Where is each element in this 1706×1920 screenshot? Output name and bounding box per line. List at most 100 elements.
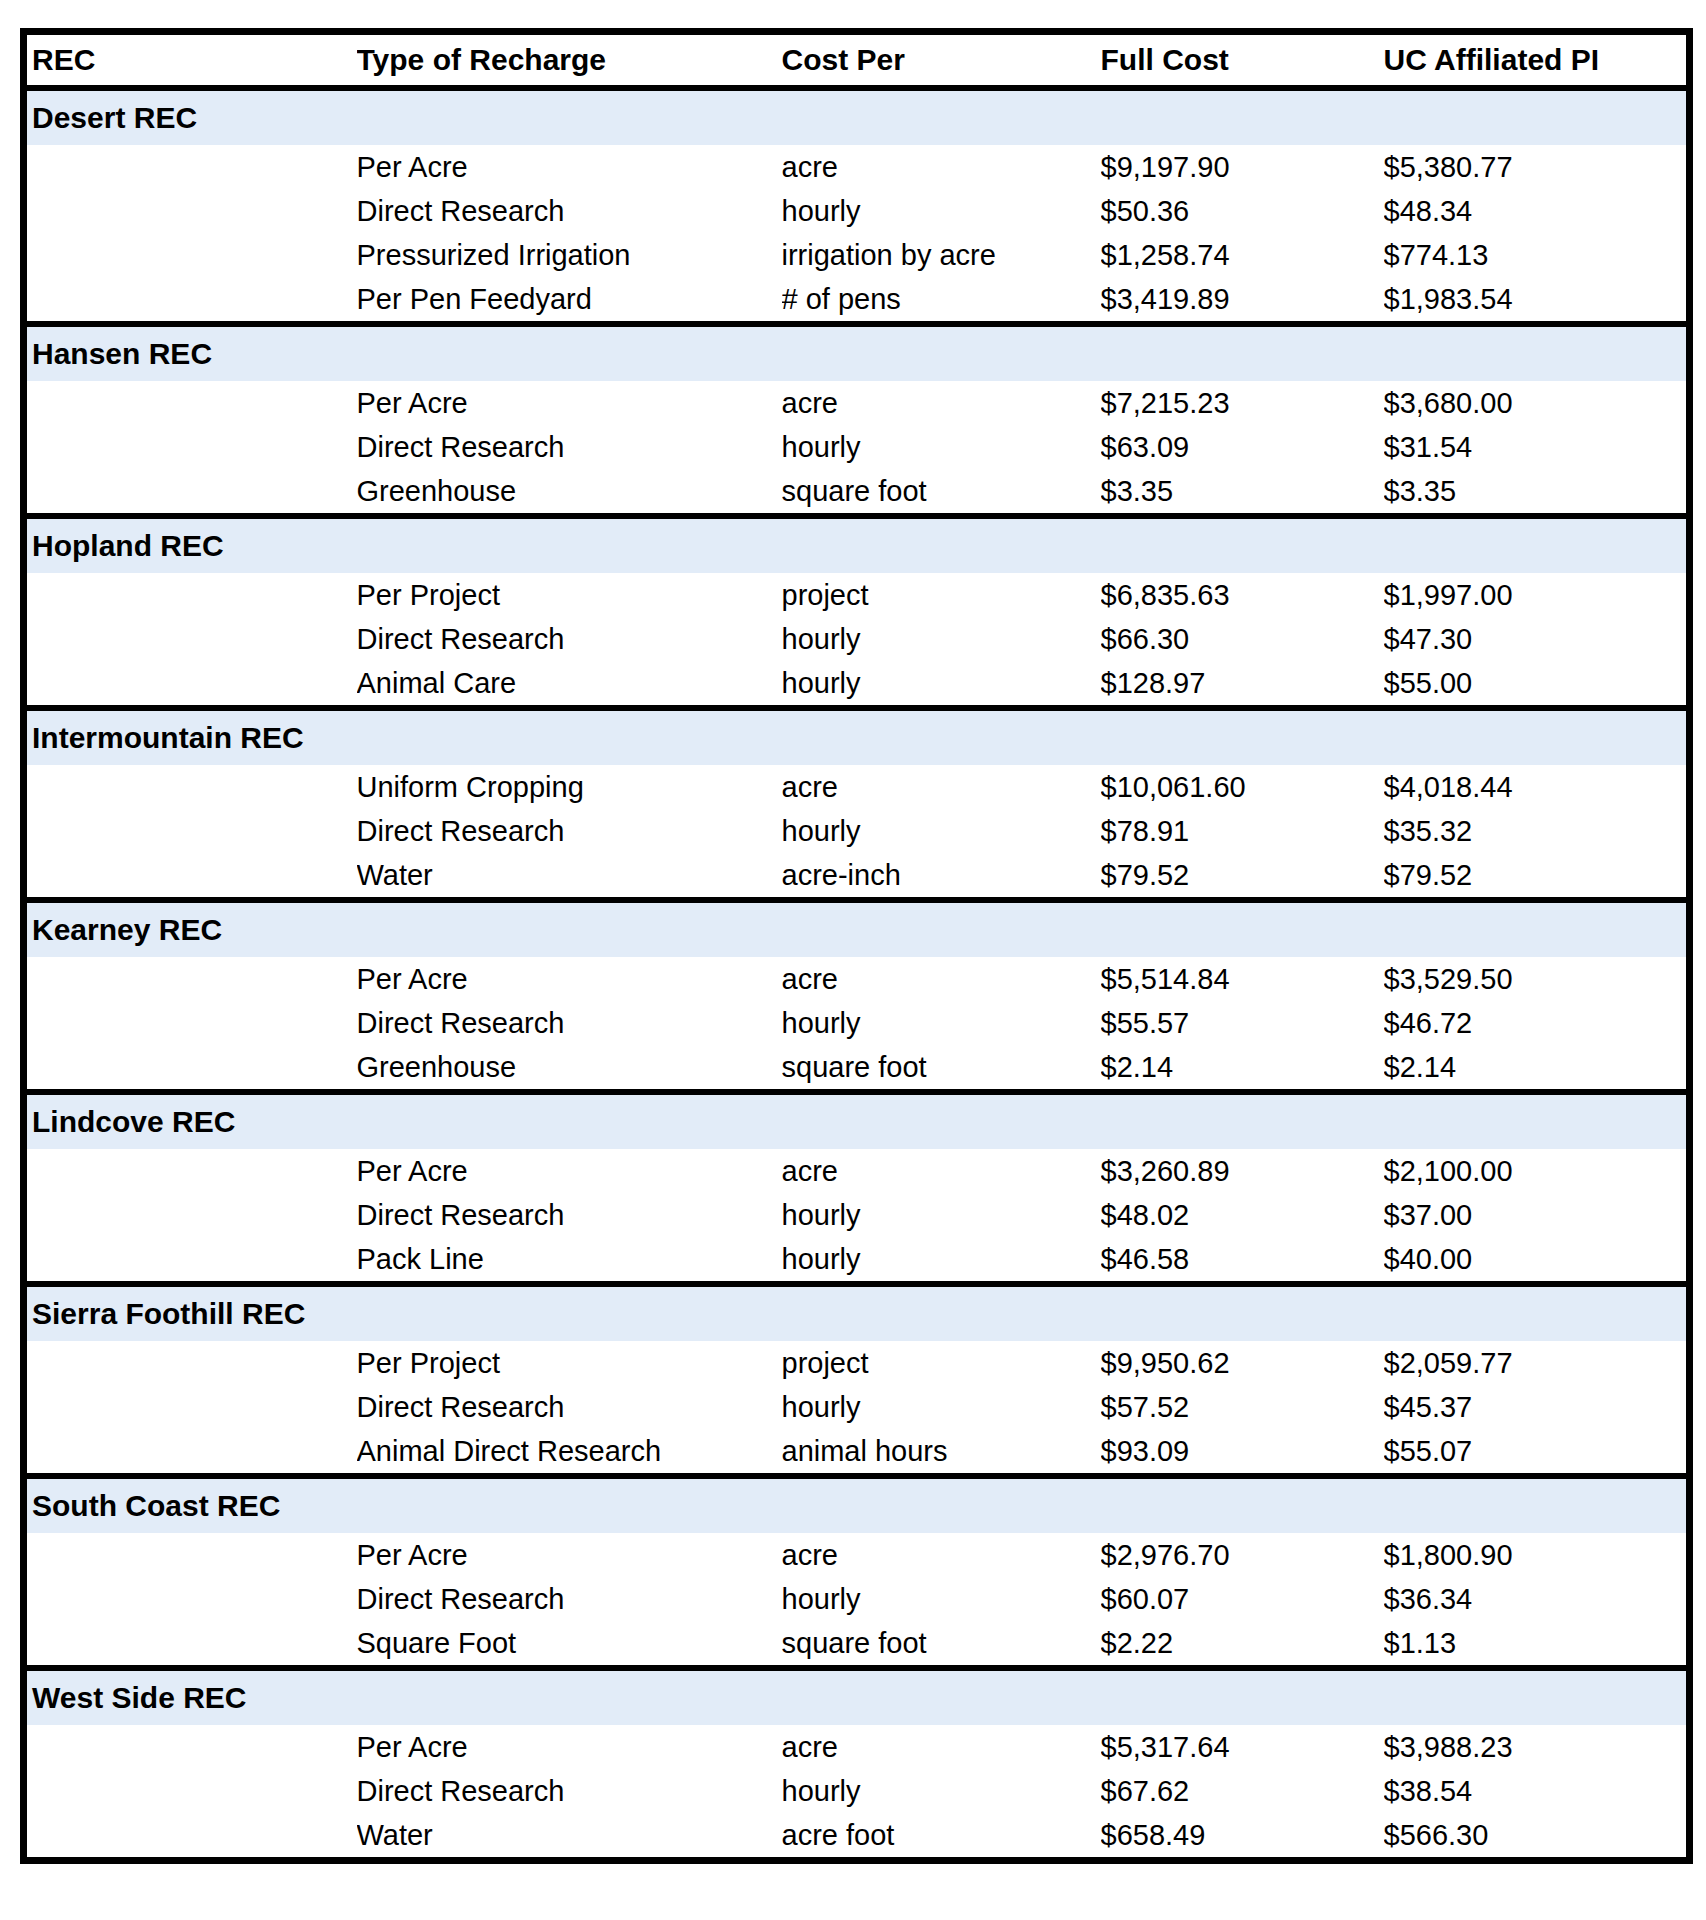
full-cost-cell: $79.52	[1101, 853, 1384, 900]
full-cost-cell: $55.57	[1101, 1001, 1384, 1045]
uc-affiliated-pi-cell: $37.00	[1384, 1193, 1690, 1237]
rate-row: Animal Carehourly$128.97$55.00	[24, 661, 1690, 708]
cost-per-cell: acre	[782, 381, 1101, 425]
rate-row: Pressurized Irrigationirrigation by acre…	[24, 233, 1690, 277]
full-cost-cell: $48.02	[1101, 1193, 1384, 1237]
rec-spacer-cell	[24, 1577, 357, 1621]
uc-affiliated-pi-cell: $40.00	[1384, 1237, 1690, 1284]
rec-spacer-cell	[24, 1193, 357, 1237]
full-cost-cell: $3,260.89	[1101, 1149, 1384, 1193]
type-of-recharge-cell: Animal Direct Research	[357, 1429, 782, 1476]
type-of-recharge-cell: Direct Research	[357, 617, 782, 661]
rec-spacer-cell	[24, 765, 357, 809]
uc-affiliated-pi-cell: $1,997.00	[1384, 573, 1690, 617]
rec-spacer-cell	[24, 1385, 357, 1429]
type-of-recharge-cell: Direct Research	[357, 1001, 782, 1045]
rate-row: Wateracre-inch$79.52$79.52	[24, 853, 1690, 900]
section-name: Desert REC	[24, 88, 1690, 145]
rec-spacer-cell	[24, 573, 357, 617]
rec-spacer-cell	[24, 381, 357, 425]
full-cost-cell: $60.07	[1101, 1577, 1384, 1621]
cost-per-cell: hourly	[782, 1577, 1101, 1621]
section-name: Hansen REC	[24, 324, 1690, 381]
cost-per-cell: hourly	[782, 1237, 1101, 1284]
rate-row: Direct Researchhourly$60.07$36.34	[24, 1577, 1690, 1621]
section-header-row: South Coast REC	[24, 1476, 1690, 1533]
type-of-recharge-cell: Direct Research	[357, 1769, 782, 1813]
type-of-recharge-cell: Direct Research	[357, 809, 782, 853]
type-of-recharge-cell: Water	[357, 853, 782, 900]
rec-spacer-cell	[24, 957, 357, 1001]
uc-affiliated-pi-cell: $3,529.50	[1384, 957, 1690, 1001]
rec-spacer-cell	[24, 1813, 357, 1861]
section-name: West Side REC	[24, 1668, 1690, 1725]
cost-per-cell: hourly	[782, 1769, 1101, 1813]
type-of-recharge-cell: Greenhouse	[357, 469, 782, 516]
uc-affiliated-pi-cell: $1,800.90	[1384, 1533, 1690, 1577]
type-of-recharge-cell: Per Acre	[357, 1533, 782, 1577]
section-header-row: Hansen REC	[24, 324, 1690, 381]
type-of-recharge-cell: Per Acre	[357, 381, 782, 425]
full-cost-cell: $5,317.64	[1101, 1725, 1384, 1769]
cost-per-cell: acre	[782, 1149, 1101, 1193]
cost-per-cell: acre foot	[782, 1813, 1101, 1861]
section-header-row: Desert REC	[24, 88, 1690, 145]
full-cost-cell: $50.36	[1101, 189, 1384, 233]
rec-spacer-cell	[24, 1341, 357, 1385]
cost-per-cell: acre	[782, 1725, 1101, 1769]
rate-row: Pack Linehourly$46.58$40.00	[24, 1237, 1690, 1284]
rate-row: Square Footsquare foot$2.22$1.13	[24, 1621, 1690, 1668]
type-of-recharge-cell: Direct Research	[357, 189, 782, 233]
cost-per-cell: hourly	[782, 1385, 1101, 1429]
section-name: Sierra Foothill REC	[24, 1284, 1690, 1341]
rate-row: Per Projectproject$9,950.62$2,059.77	[24, 1341, 1690, 1385]
rate-row: Per Pen Feedyard# of pens$3,419.89$1,983…	[24, 277, 1690, 324]
cost-per-cell: hourly	[782, 425, 1101, 469]
rec-spacer-cell	[24, 1045, 357, 1092]
rec-spacer-cell	[24, 809, 357, 853]
full-cost-cell: $46.58	[1101, 1237, 1384, 1284]
cost-per-cell: acre	[782, 765, 1101, 809]
type-of-recharge-cell: Uniform Cropping	[357, 765, 782, 809]
rec-recharge-rate-table: REC Type of Recharge Cost Per Full Cost …	[20, 28, 1693, 1864]
cost-per-cell: acre	[782, 957, 1101, 1001]
rate-row: Wateracre foot$658.49$566.30	[24, 1813, 1690, 1861]
uc-affiliated-pi-cell: $566.30	[1384, 1813, 1690, 1861]
full-cost-cell: $5,514.84	[1101, 957, 1384, 1001]
full-cost-cell: $9,197.90	[1101, 145, 1384, 189]
full-cost-cell: $78.91	[1101, 809, 1384, 853]
section-header-row: Hopland REC	[24, 516, 1690, 573]
type-of-recharge-cell: Pack Line	[357, 1237, 782, 1284]
section-header-row: Sierra Foothill REC	[24, 1284, 1690, 1341]
rec-spacer-cell	[24, 1149, 357, 1193]
type-of-recharge-cell: Direct Research	[357, 425, 782, 469]
rate-row: Direct Researchhourly$63.09$31.54	[24, 425, 1690, 469]
cost-per-cell: hourly	[782, 1001, 1101, 1045]
type-of-recharge-cell: Per Acre	[357, 957, 782, 1001]
cost-per-cell: acre-inch	[782, 853, 1101, 900]
cost-per-cell: hourly	[782, 1193, 1101, 1237]
rec-recharge-rates-page: REC Type of Recharge Cost Per Full Cost …	[0, 0, 1706, 1894]
rate-row: Direct Researchhourly$55.57$46.72	[24, 1001, 1690, 1045]
column-header-rec: REC	[24, 32, 357, 89]
rec-spacer-cell	[24, 661, 357, 708]
column-header-full-cost: Full Cost	[1101, 32, 1384, 89]
rate-row: Direct Researchhourly$57.52$45.37	[24, 1385, 1690, 1429]
uc-affiliated-pi-cell: $2,059.77	[1384, 1341, 1690, 1385]
uc-affiliated-pi-cell: $1,983.54	[1384, 277, 1690, 324]
full-cost-cell: $1,258.74	[1101, 233, 1384, 277]
cost-per-cell: acre	[782, 1533, 1101, 1577]
type-of-recharge-cell: Animal Care	[357, 661, 782, 708]
rec-spacer-cell	[24, 1429, 357, 1476]
full-cost-cell: $9,950.62	[1101, 1341, 1384, 1385]
section-header-row: West Side REC	[24, 1668, 1690, 1725]
uc-affiliated-pi-cell: $45.37	[1384, 1385, 1690, 1429]
uc-affiliated-pi-cell: $3.35	[1384, 469, 1690, 516]
full-cost-cell: $66.30	[1101, 617, 1384, 661]
rate-row: Uniform Croppingacre$10,061.60$4,018.44	[24, 765, 1690, 809]
rate-row: Greenhousesquare foot$3.35$3.35	[24, 469, 1690, 516]
cost-per-cell: project	[782, 1341, 1101, 1385]
rec-spacer-cell	[24, 145, 357, 189]
section-header-row: Intermountain REC	[24, 708, 1690, 765]
rate-row: Per Acreacre$5,514.84$3,529.50	[24, 957, 1690, 1001]
